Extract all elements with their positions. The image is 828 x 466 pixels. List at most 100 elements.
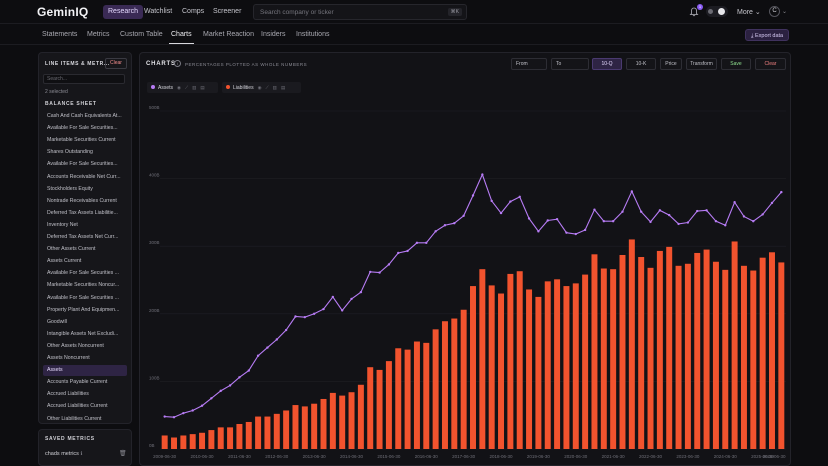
line-chart-icon[interactable]: ⟋ [265,85,269,90]
sidebar-item[interactable]: Available For Sale Securities... [47,125,118,132]
sun-icon [708,9,713,14]
sidebar-item[interactable]: Available For Sale Securities... [47,161,118,168]
sidebar-item[interactable]: Available For Sale Securities ... [47,270,119,277]
price-button[interactable]: Price [660,58,682,70]
clear-button[interactable]: Clear [755,58,786,70]
liabilities-bar [311,403,318,449]
sidebar-item[interactable]: Other Assets Noncurrent [47,342,104,349]
export-data-button[interactable]: ⤓ Export data [745,29,790,41]
x-tick-label: 2025-06-30 [751,454,775,459]
tab-market-reaction[interactable]: Market Reaction [203,31,254,38]
eye-icon[interactable]: ◉ [177,85,181,90]
liabilities-bar [255,416,262,449]
assets-point [331,295,335,299]
assets-point [238,376,241,379]
sidebar-item[interactable]: Goodwill [47,318,67,325]
assets-point [200,404,204,407]
theme-toggle[interactable] [706,6,728,17]
transform-button[interactable]: Transform [686,58,717,70]
tab-charts[interactable]: Charts [169,31,194,44]
liabilities-bar [619,254,626,449]
tab-institutions[interactable]: Institutions [296,31,330,38]
app-logo[interactable]: GeminIQ [37,5,89,19]
sidebar-item[interactable]: Available For Sale Securities ... [47,294,119,301]
sidebar-item[interactable]: Other Assets Current [47,246,96,253]
assets-point [546,219,549,222]
search-input[interactable]: Search company or ticker ⌘K [253,4,467,20]
eye-icon[interactable]: ◉ [257,85,262,90]
series-chip-liabilities[interactable]: Liabilities ◉ ⟋ ▥ ▤ [222,82,301,93]
line-chart-icon[interactable]: ⟋ [184,85,189,90]
sidebar-item[interactable]: Accrued Liabilities Current [47,403,108,410]
saved-metric-item[interactable]: chads metrics ℹ [45,451,82,457]
sidebar-item[interactable]: Accounts Payable Current [47,379,108,386]
bar-chart-icon[interactable]: ▥ [272,85,277,90]
area-chart-icon[interactable]: ▤ [280,85,286,90]
assets-point [639,210,643,213]
sidebar-item[interactable]: Inventory Net [47,221,78,228]
period-10q-button[interactable]: 10-Q [592,58,622,70]
assets-point [752,219,755,223]
liabilities-bar [283,410,290,449]
chevron-down-icon[interactable]: ⌄ [782,9,788,15]
liabilities-bar [404,349,411,449]
balance-sheet-heading: BALANCE SHEET [45,101,97,107]
assets-point [378,271,381,274]
sidebar-item[interactable]: Marketable Securities Current [47,137,116,144]
bell-icon[interactable] [689,7,699,17]
sidebar-item[interactable]: Property Plant And Equipmen... [47,306,120,313]
tab-statements[interactable]: Statements [42,31,78,38]
sidebar-item[interactable]: Shares Outstanding [47,149,93,156]
sidebar-item[interactable]: Nontrade Receivables Current [47,197,117,204]
sidebar-item[interactable]: Other Liabilities Current [47,415,102,422]
liabilities-bar [722,269,729,449]
assets-point [499,211,503,215]
nav-comps[interactable]: Comps [182,8,205,15]
trash-icon[interactable]: 🗑 [119,451,127,457]
x-tick-label: 2016-06-30 [415,454,439,459]
nav-screener[interactable]: Screener [213,8,242,15]
nav-research[interactable]: Research [103,5,143,19]
assets-color-dot [151,85,155,89]
x-tick-label: 2013-06-30 [303,454,327,459]
sidebar-item[interactable]: Intangible Assets Net Excludi... [47,330,119,337]
sidebar-item[interactable]: Assets Noncurrent [47,355,90,361]
bar-chart-icon[interactable]: ▥ [192,85,197,90]
liabilities-bar [610,269,617,449]
assets-point [780,190,783,194]
assets-point [686,221,690,224]
x-tick-label: 2022-06-30 [639,454,663,459]
sidebar-item[interactable]: Assets Current [47,258,82,265]
sidebar-item[interactable]: Cash And Cash Equivalents At... [47,113,122,119]
sidebar-item[interactable]: Accounts Receivable Net Curr... [47,173,121,180]
sidebar-item[interactable]: Accrued Liabilities [47,391,89,398]
sidebar-item[interactable]: Deferred Tax Assets Net Curr... [47,234,119,240]
tab-insiders[interactable]: Insiders [261,31,286,38]
sidebar-item[interactable]: Assets [43,365,127,377]
area-chart-icon[interactable]: ▤ [200,85,205,90]
liabilities-bar [171,437,178,449]
user-avatar[interactable]: C [769,6,780,17]
series-chip-assets[interactable]: Assets ◉ ⟋ ▥ ▤ [147,82,218,93]
download-icon: ⤓ [751,33,755,39]
sidebar-item[interactable]: Deferred Tax Assets Liabilitie... [47,209,118,216]
assets-point [677,222,680,226]
line-item-search-input[interactable]: Search... [43,74,125,84]
period-10k-button[interactable]: 10-K [626,58,656,70]
tab-custom-table[interactable]: Custom Table [120,31,163,38]
liabilities-chip-label: Liabilities [233,85,254,91]
more-menu-button[interactable]: More ⌄ [737,9,761,16]
liabilities-bar [357,384,364,449]
nav-watchlist[interactable]: Watchlist [144,8,173,15]
from-date-input[interactable]: From [511,58,547,70]
sidebar-item[interactable]: Marketable Securities Noncur... [47,282,120,289]
assets-point [537,230,540,233]
assets-liabilities-chart[interactable]: 0B 100B 200B 300B 400B 500B 2009-06-30 2010-06-… [140,101,790,465]
liabilities-bar [432,329,439,449]
sidebar-item[interactable]: Stockholders Equity [47,185,93,192]
info-icon[interactable]: i [174,60,181,67]
tab-metrics[interactable]: Metrics [87,31,110,38]
to-date-input[interactable]: To [551,58,589,70]
save-button[interactable]: Save [721,58,751,70]
sidebar-clear-button[interactable]: Clear [105,58,127,69]
